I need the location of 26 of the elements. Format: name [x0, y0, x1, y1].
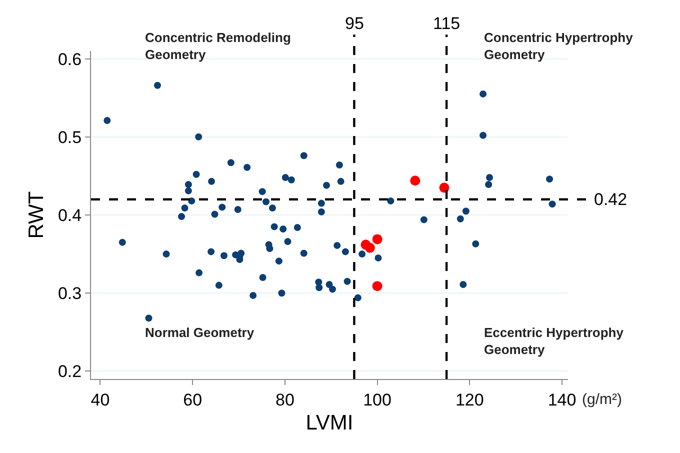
x-tick-label: 60 — [183, 390, 202, 410]
x-tick-label: 40 — [90, 390, 110, 410]
ref-line-label: 95 — [345, 14, 364, 33]
x-tick-label: 100 — [363, 390, 392, 410]
annotation: Concentric Remodeling Geometry — [145, 30, 291, 62]
annotation: Eccentric Hypertrophy Geometry — [484, 325, 624, 357]
y-tick-label: 0.6 — [58, 50, 82, 69]
y-tick-label: 0.5 — [58, 128, 82, 147]
y-tick-label: 0.3 — [58, 284, 82, 304]
annotation: Concentric Hypertrophy Geometry — [484, 30, 634, 62]
point — [372, 234, 382, 244]
x-axis-title: LVMI — [306, 412, 354, 435]
point — [372, 281, 382, 292]
x-tick-label: 140 — [548, 390, 576, 410]
y-axis-title: RWT — [25, 191, 48, 239]
point — [439, 182, 450, 193]
x-tick-label: 120 — [455, 390, 484, 410]
ref-line-label: 115 — [433, 14, 460, 33]
annotation: Normal Geometry — [145, 325, 255, 340]
y-tick-label: 0.4 — [58, 206, 82, 225]
y-tick-label: 0.2 — [58, 362, 82, 382]
ref-line-label: 0.42 — [594, 190, 628, 209]
point — [364, 242, 375, 253]
point — [410, 176, 420, 186]
x-tick-label: 80 — [275, 390, 294, 410]
text: (g/m²) — [582, 391, 622, 408]
